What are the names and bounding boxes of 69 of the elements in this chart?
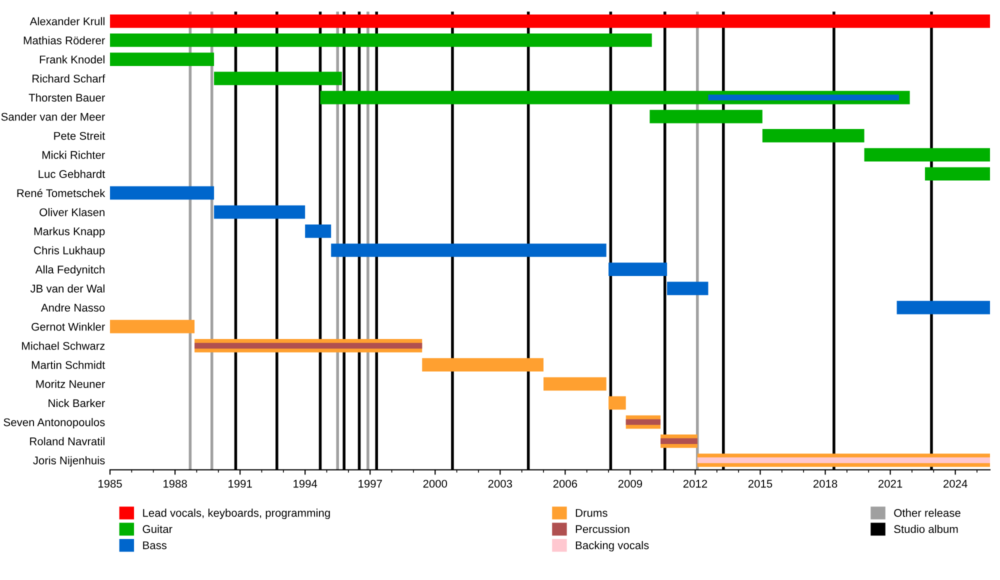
y-tick-label: Chris Lukhaup xyxy=(34,246,105,257)
y-tick-label: Oliver Klasen xyxy=(40,208,104,216)
y-tick-label: Mathias Röderer xyxy=(24,36,105,44)
legend-label: Bass xyxy=(143,541,167,550)
bar xyxy=(110,320,195,334)
bar xyxy=(697,457,990,464)
x-tick-label: 2021 xyxy=(878,480,902,488)
legend-label: Lead vocals, keyboards, programming xyxy=(143,508,330,520)
x-tick-label: 2000 xyxy=(423,480,448,488)
y-tick-label: Roland Navratil xyxy=(30,437,104,446)
y-tick-label: Luc Gebhardt xyxy=(38,170,106,178)
y-tick-label: Thorsten Bauer xyxy=(28,93,105,102)
bar xyxy=(667,282,708,296)
y-tick-label: Joris Nijenhuis xyxy=(33,456,105,467)
x-tick-label: 1988 xyxy=(164,480,187,488)
bar xyxy=(864,148,990,162)
bar xyxy=(110,34,652,47)
y-tick-label: Moritz Neuner xyxy=(36,380,105,388)
bar xyxy=(924,167,990,181)
bar xyxy=(110,14,990,28)
y-tick-label: René Tometschek xyxy=(17,188,106,198)
legend-label: Guitar xyxy=(142,524,172,534)
bar xyxy=(896,300,990,314)
x-tick-label: 2009 xyxy=(618,480,642,488)
x-tick-label: 2024 xyxy=(944,480,968,488)
y-tick-label: Martin Schmidt xyxy=(32,360,106,369)
x-tick-label: 2018 xyxy=(813,480,838,488)
y-tick-label: Micki Richter xyxy=(42,150,105,159)
y-tick-label: Michael Schwarz xyxy=(22,342,105,350)
bar xyxy=(762,129,864,142)
bar xyxy=(660,438,698,444)
x-tick-label: 1997 xyxy=(358,480,382,488)
y-tick-label: Alexander Krull xyxy=(30,17,104,26)
x-tick-label: 2015 xyxy=(748,480,772,488)
x-tick-label: 2003 xyxy=(488,480,512,488)
bar xyxy=(608,396,626,410)
bar xyxy=(214,205,306,219)
x-tick-label: 2012 xyxy=(683,480,708,488)
bar xyxy=(110,186,214,200)
y-tick-label: Frank Knodel xyxy=(40,55,104,64)
bar xyxy=(626,419,661,425)
x-tick-label: 2006 xyxy=(553,480,578,488)
y-tick-label: Sander van der Meer xyxy=(1,112,105,121)
legend-label: Drums xyxy=(576,509,608,517)
bar xyxy=(110,52,214,66)
legend-label: Backing vocals xyxy=(576,541,649,552)
legend-label: Studio album xyxy=(894,524,958,534)
y-tick-label: Seven Antonopoulos xyxy=(4,418,105,428)
bar xyxy=(544,377,606,391)
y-tick-label: Markus Knapp xyxy=(34,227,105,238)
bar xyxy=(214,72,342,86)
x-tick-label: 1994 xyxy=(294,480,318,488)
bar xyxy=(422,358,544,372)
x-tick-label: 1985 xyxy=(98,480,122,488)
y-tick-label: Nick Barker xyxy=(48,398,105,408)
y-tick-label: Pete Streit xyxy=(54,132,106,140)
x-tick-label: 1991 xyxy=(228,480,252,488)
legend-label: Other release xyxy=(894,508,960,517)
bar xyxy=(650,110,762,124)
bar xyxy=(305,224,332,238)
y-tick-label: Andre Nasso xyxy=(40,303,105,312)
y-tick-label: JB van der Wal xyxy=(30,284,104,293)
bar xyxy=(194,342,422,349)
y-tick-label: Alla Fedynitch xyxy=(35,265,104,276)
bar xyxy=(608,262,668,276)
legend-label: Percussion xyxy=(576,524,630,534)
y-tick-label: Richard Scharf xyxy=(32,74,106,83)
y-tick-label: Gernot Winkler xyxy=(32,322,105,331)
bar xyxy=(331,244,606,257)
